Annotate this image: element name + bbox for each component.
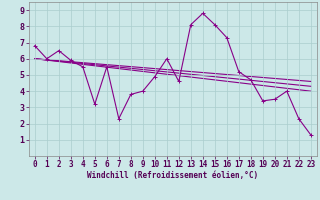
X-axis label: Windchill (Refroidissement éolien,°C): Windchill (Refroidissement éolien,°C) <box>87 171 258 180</box>
